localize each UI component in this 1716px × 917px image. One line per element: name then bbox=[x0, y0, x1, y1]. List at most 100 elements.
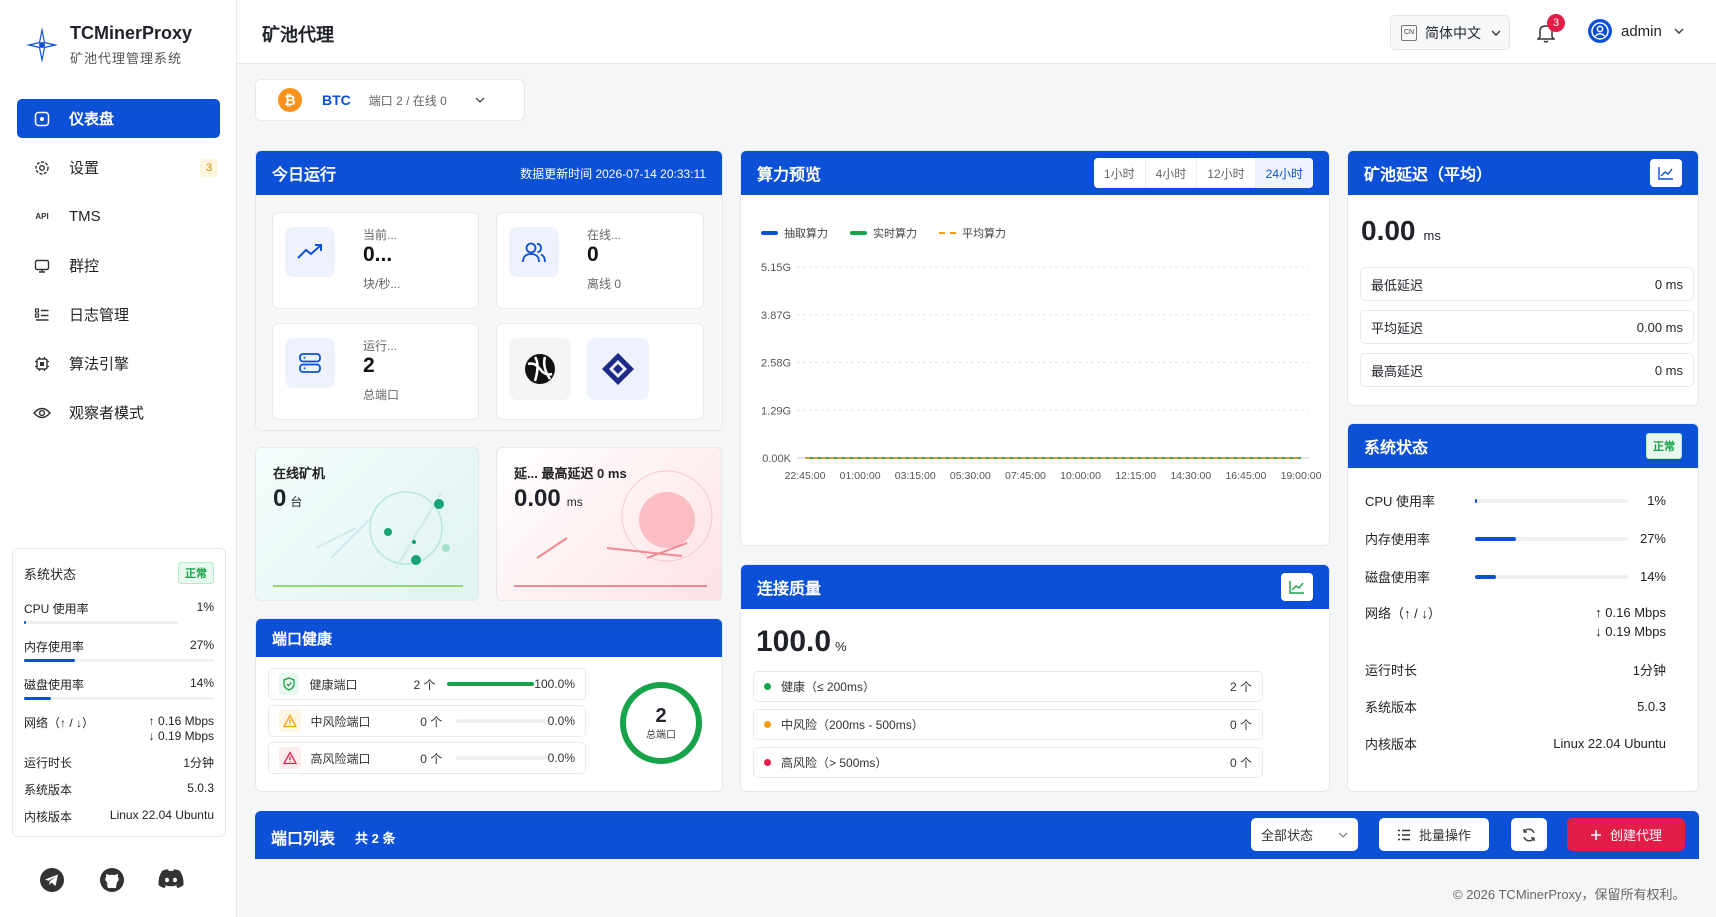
y-tick-label: 5.15G bbox=[761, 262, 791, 274]
pool-latency-header: 矿池延迟（平均） bbox=[1348, 151, 1698, 195]
update-time: 数据更新时间 2026-07-14 20:33:11 bbox=[520, 166, 706, 181]
server-icon bbox=[285, 338, 335, 388]
latency-illustration-icon bbox=[514, 470, 713, 587]
language-selector[interactable]: CN 简体中文 bbox=[1390, 15, 1510, 50]
batch-operation-button[interactable]: 批量操作 bbox=[1379, 818, 1489, 851]
chevron-down-icon bbox=[1338, 832, 1348, 838]
status-dot bbox=[764, 683, 771, 690]
create-proxy-button[interactable]: 创建代理 bbox=[1567, 818, 1685, 851]
coin-selector[interactable]: ₿ BTC 端口 2 / 在线 0 bbox=[255, 79, 525, 121]
hashrate-header: 算力预览 1小时 4小时 12小时 24小时 bbox=[741, 151, 1329, 195]
gear-icon bbox=[33, 159, 51, 177]
sidebar-item-label: TMS bbox=[69, 208, 101, 225]
sidebar-item-label: 群控 bbox=[69, 258, 100, 275]
lat-label: 平均延迟 bbox=[1371, 320, 1424, 336]
stat-value: 0 bbox=[587, 243, 599, 266]
trend-up-icon bbox=[285, 227, 335, 277]
today-running-title: 今日运行 bbox=[272, 167, 337, 184]
memory-label: 内存使用率 bbox=[24, 640, 85, 654]
connection-title: 连接质量 bbox=[757, 581, 822, 598]
refresh-icon bbox=[1523, 828, 1535, 841]
total-ports-ring: 2 总端口 bbox=[620, 682, 702, 764]
healthy-port-row[interactable]: 健康端口 2 个 100.0% bbox=[268, 668, 586, 700]
avatar-icon bbox=[1588, 19, 1612, 43]
quality-row-medium[interactable]: 中风险（200ms - 500ms） 0 个 bbox=[753, 709, 1263, 740]
sidebar-item-settings[interactable]: 设置 3 bbox=[17, 148, 220, 187]
create-proxy-label: 创建代理 bbox=[1609, 828, 1662, 843]
port-health-header: 端口健康 bbox=[256, 619, 722, 657]
cpu-label: CPU 使用率 bbox=[1365, 494, 1436, 509]
legend-swatch bbox=[939, 232, 956, 234]
tab-12h[interactable]: 12小时 bbox=[1197, 158, 1256, 188]
version-label: 系统版本 bbox=[1365, 700, 1418, 715]
disk-bar bbox=[1475, 574, 1628, 579]
legend-item[interactable]: 实时算力 bbox=[850, 225, 917, 241]
latency-chart-button[interactable] bbox=[1650, 159, 1682, 187]
notification-button[interactable]: 3 bbox=[1535, 14, 1565, 50]
sidebar-item-dashboard[interactable]: 仪表盘 bbox=[17, 99, 220, 138]
cpu-bar bbox=[24, 621, 179, 624]
legend-item[interactable]: 平均算力 bbox=[939, 225, 1006, 241]
lat-value: 0.00 ms bbox=[1636, 319, 1683, 335]
coin-name: BTC bbox=[322, 92, 351, 108]
notification-badge: 3 bbox=[1547, 14, 1565, 32]
x-tick-label: 05:30:00 bbox=[950, 470, 991, 482]
stat-label: 当前... bbox=[363, 228, 398, 242]
language-code-icon: CN bbox=[1401, 24, 1417, 41]
brand[interactable]: TCMinerProxy 矿池代理管理系统 bbox=[24, 22, 192, 67]
status-filter-select[interactable]: 全部状态 bbox=[1251, 818, 1358, 851]
version-label: 系统版本 bbox=[24, 783, 73, 797]
legend-label: 实时算力 bbox=[873, 228, 917, 240]
cpu-bar-fill bbox=[1475, 498, 1477, 503]
sidebar-item-tms[interactable]: API TMS bbox=[17, 197, 220, 236]
health-bar bbox=[446, 682, 535, 686]
sidebar-item-logs[interactable]: 日志管理 bbox=[17, 295, 220, 334]
legend-item[interactable]: 抽取算力 bbox=[761, 225, 828, 241]
discord-icon[interactable] bbox=[157, 868, 185, 890]
current-hashrate-stat: 当前... 0... 块/秒... bbox=[272, 212, 479, 309]
tab-4h[interactable]: 4小时 bbox=[1146, 158, 1198, 188]
connection-value: 100.0 bbox=[756, 625, 832, 658]
network-up: ↑ 0.16 Mbps bbox=[1595, 605, 1666, 620]
refresh-button[interactable] bbox=[1511, 818, 1547, 851]
pool-logos-stat bbox=[496, 323, 704, 420]
sidebar-kernel: 内核版本 Linux 22.04 Ubuntu bbox=[24, 808, 214, 825]
system-cpu-row: CPU 使用率 1% bbox=[1365, 491, 1666, 510]
chart-toggle-button[interactable] bbox=[1281, 573, 1313, 601]
batch-operation-label: 批量操作 bbox=[1418, 828, 1471, 843]
user-menu[interactable]: admin bbox=[1587, 18, 1684, 44]
kernel-value: Linux 22.04 Ubuntu bbox=[1553, 736, 1666, 751]
hashrate-card: 算力预览 1小时 4小时 12小时 24小时 抽取算力 实时算力 平均算力 5.… bbox=[740, 150, 1330, 546]
port-health-title: 端口健康 bbox=[272, 630, 333, 648]
sidebar-item-observer[interactable]: 观察者模式 bbox=[17, 393, 220, 432]
quality-label: 高风险（> 500ms） bbox=[781, 756, 888, 770]
y-tick-label: 1.29G bbox=[761, 405, 791, 417]
github-icon[interactable] bbox=[99, 867, 125, 893]
sidebar-item-group-control[interactable]: 群控 bbox=[17, 246, 220, 285]
quality-row-healthy[interactable]: 健康（≤ 200ms） 2 个 bbox=[753, 671, 1263, 702]
sidebar-disk: 磁盘使用率 14% bbox=[24, 676, 214, 700]
uptime-label: 运行时长 bbox=[1365, 663, 1418, 678]
latency-value: 0.00 bbox=[514, 485, 561, 512]
chevron-down-icon bbox=[475, 97, 485, 103]
sidebar-item-label: 日志管理 bbox=[69, 307, 130, 324]
legend-label: 平均算力 bbox=[962, 228, 1006, 240]
telegram-icon[interactable] bbox=[39, 867, 65, 893]
medium-risk-port-row[interactable]: 中风险端口 0 个 0.0% bbox=[268, 705, 586, 737]
high-risk-port-row[interactable]: 高风险端口 0 个 0.0% bbox=[268, 742, 586, 774]
today-stats-area: 当前... 0... 块/秒... 在线... 0 离线 0 运行... 2 总… bbox=[256, 195, 722, 430]
sidebar-item-label: 观察者模式 bbox=[69, 405, 145, 422]
x-tick-label: 14:30:00 bbox=[1170, 470, 1211, 482]
brand-title: TCMinerProxy bbox=[70, 23, 193, 43]
chevron-down-icon bbox=[1674, 28, 1684, 34]
quality-row-high[interactable]: 高风险（> 500ms） 0 个 bbox=[753, 747, 1263, 778]
status-filter-label: 全部状态 bbox=[1261, 828, 1314, 843]
sidebar-item-algorithm-engine[interactable]: 算法引擎 bbox=[17, 344, 220, 383]
stat-label: 在线... bbox=[587, 228, 622, 242]
legend-swatch bbox=[761, 231, 778, 235]
tab-1h[interactable]: 1小时 bbox=[1094, 158, 1146, 188]
network-label: 网络（↑ / ↓） bbox=[1365, 606, 1441, 621]
hashrate-title: 算力预览 bbox=[757, 167, 822, 184]
tab-24h[interactable]: 24小时 bbox=[1255, 158, 1313, 188]
stat-sub: 块/秒... bbox=[363, 277, 401, 291]
